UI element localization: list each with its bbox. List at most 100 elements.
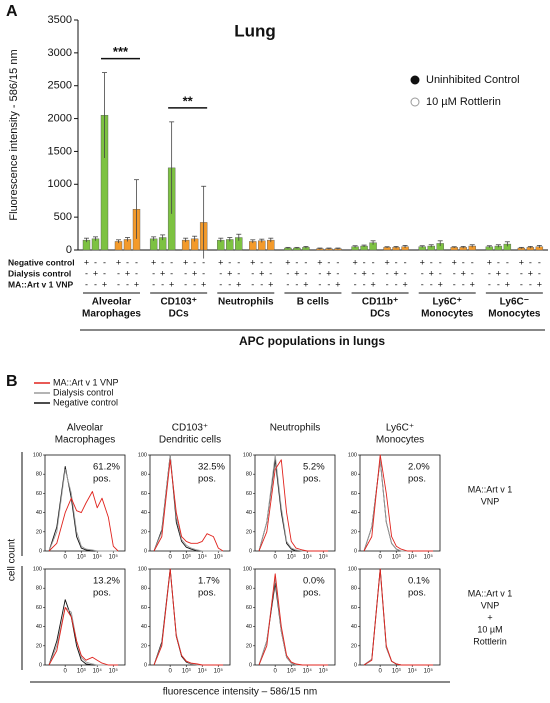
condition-sign: + xyxy=(93,268,98,278)
pos-label: pos. xyxy=(198,474,216,485)
condition-sign: - xyxy=(506,268,509,278)
plot-frame xyxy=(149,568,231,666)
y-axis-label: Fluorescence intensity - 586/15 nm xyxy=(8,49,20,220)
panel-letter: A xyxy=(6,3,18,20)
y-tick-label: 1500 xyxy=(48,145,72,157)
condition-sign: - xyxy=(354,268,357,278)
x-tick-label: 0 xyxy=(168,555,172,561)
condition-sign: - xyxy=(117,279,120,289)
condition-sign: + xyxy=(227,268,232,278)
condition-sign: + xyxy=(393,268,398,278)
histogram-curve xyxy=(48,491,119,552)
pos-label: pos. xyxy=(303,474,321,485)
y-tick-label: 60 xyxy=(351,491,357,497)
condition-sign: - xyxy=(295,257,298,267)
legend-marker xyxy=(410,75,420,85)
y-tick-label: 40 xyxy=(141,624,147,630)
histogram-curve xyxy=(258,459,329,552)
row-label: MA::Art v 1 xyxy=(468,484,513,494)
x-tick-label: 0 xyxy=(63,555,67,561)
condition-sign: - xyxy=(251,279,254,289)
histogram-curve xyxy=(363,568,434,666)
condition-sign: + xyxy=(285,257,290,267)
condition-sign: - xyxy=(152,268,155,278)
histogram-curve xyxy=(153,459,224,552)
condition-sign: - xyxy=(286,279,289,289)
x-tick-label: 10⁴ xyxy=(408,668,418,675)
condition-sign: + xyxy=(537,279,542,289)
legend-label: 10 µM Rottlerin xyxy=(426,96,501,108)
significance-label: *** xyxy=(113,44,129,59)
x-tick-label: 0 xyxy=(378,669,382,675)
row-label: Rottlerin xyxy=(473,636,507,646)
y-tick-label: 3500 xyxy=(48,14,72,26)
condition-sign: - xyxy=(170,268,173,278)
x-tick-label: Ly6C⁺ xyxy=(433,297,462,308)
row-label: VNP xyxy=(481,600,500,610)
x-tick-label: 10⁴ xyxy=(198,554,208,561)
y-tick-label: 20 xyxy=(36,643,42,649)
y-tick-label: 0 xyxy=(354,662,357,668)
condition-sign: - xyxy=(126,279,129,289)
condition-sign: + xyxy=(84,257,89,267)
y-tick-label: 0 xyxy=(354,548,357,554)
pos-label: pos. xyxy=(408,588,426,599)
significance-label: ** xyxy=(183,93,194,108)
y-tick-label: 40 xyxy=(36,624,42,630)
condition-sign: - xyxy=(386,268,389,278)
condition-sign: - xyxy=(529,279,532,289)
y-tick-label: 100 xyxy=(138,566,147,572)
condition-sign: + xyxy=(528,268,533,278)
row-label: + xyxy=(487,612,492,622)
y-tick-label: 80 xyxy=(351,586,357,592)
percent-label: 0.0% xyxy=(303,576,325,587)
condition-sign: - xyxy=(354,279,357,289)
x-tick-label: 0 xyxy=(378,555,382,561)
condition-sign: - xyxy=(404,268,407,278)
condition-sign: - xyxy=(520,268,523,278)
column-title: Dendritic cells xyxy=(159,435,221,446)
condition-sign: - xyxy=(295,279,298,289)
x-axis-label: APC populations in lungs xyxy=(239,334,385,348)
column-title: Alveolar xyxy=(67,423,104,434)
y-tick-label: 20 xyxy=(246,529,252,535)
condition-sign: + xyxy=(151,257,156,267)
condition-sign: + xyxy=(183,257,188,267)
condition-sign: - xyxy=(453,279,456,289)
condition-sign: + xyxy=(102,279,107,289)
condition-sign: - xyxy=(161,279,164,289)
condition-sign: - xyxy=(237,268,240,278)
condition-sign: + xyxy=(236,279,241,289)
plot-frame xyxy=(149,454,231,552)
condition-sign: - xyxy=(193,279,196,289)
condition-sign: - xyxy=(103,268,106,278)
condition-sign: - xyxy=(103,257,106,267)
y-tick-label: 20 xyxy=(36,529,42,535)
y-tick-label: 60 xyxy=(36,491,42,497)
y-tick-label: 40 xyxy=(246,624,252,630)
condition-sign: - xyxy=(228,257,231,267)
x-tick-label: 10⁴ xyxy=(198,668,208,675)
condition-sign: - xyxy=(327,279,330,289)
condition-sign: + xyxy=(116,257,121,267)
y-tick-label: 500 xyxy=(54,211,72,223)
y-tick-label: 60 xyxy=(246,491,252,497)
condition-sign: - xyxy=(488,279,491,289)
condition-sign: - xyxy=(269,268,272,278)
x-tick-label: 10⁵ xyxy=(214,668,224,675)
x-tick-label: 10³ xyxy=(77,555,86,561)
condition-sign: + xyxy=(461,268,466,278)
x-tick-label: Monocytes xyxy=(421,309,474,320)
condition-sign: + xyxy=(294,268,299,278)
y-tick-label: 0 xyxy=(249,662,252,668)
y-tick-label: 100 xyxy=(243,452,252,458)
x-tick-label: 10⁵ xyxy=(109,554,119,561)
condition-sign: - xyxy=(219,268,222,278)
condition-sign: - xyxy=(184,279,187,289)
x-tick-label: 10³ xyxy=(392,669,401,675)
x-tick-label: 10⁵ xyxy=(109,668,119,675)
condition-sign: + xyxy=(496,268,501,278)
x-tick-label: 10⁵ xyxy=(424,554,434,561)
column-title: Macrophages xyxy=(55,435,116,446)
y-tick-label: 80 xyxy=(36,472,42,478)
